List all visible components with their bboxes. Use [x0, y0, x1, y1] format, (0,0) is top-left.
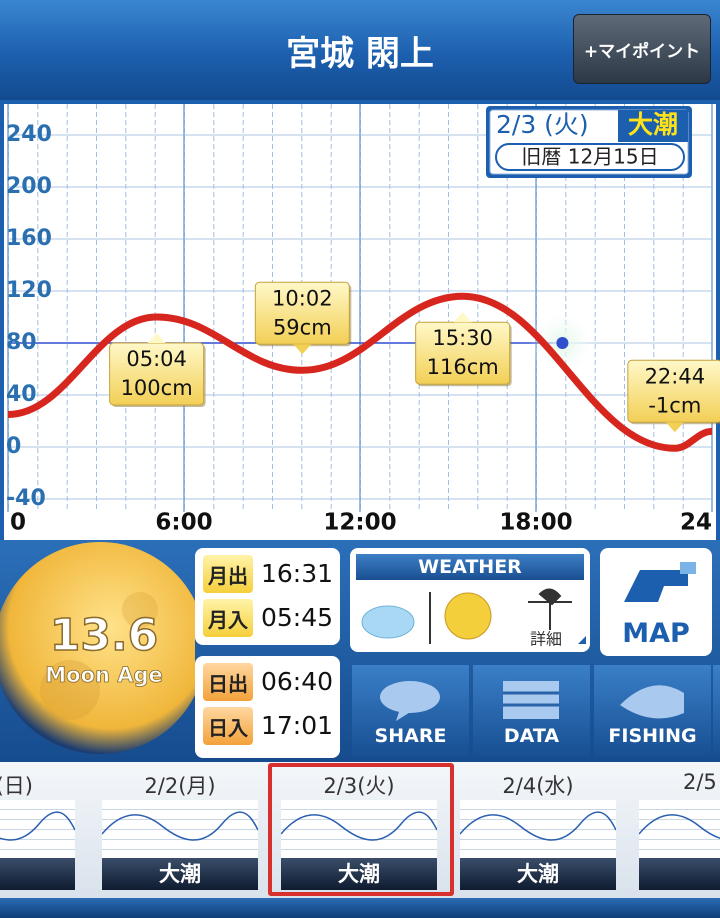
y-tick-label: 160: [6, 226, 52, 251]
extreme-callout: 10:02 59cm: [254, 281, 352, 355]
day-date: 2/5: [683, 770, 717, 794]
x-tick-label: 12:00: [323, 510, 396, 536]
day-tide: [639, 858, 720, 890]
weather-box[interactable]: WEATHER 詳細: [350, 548, 590, 652]
time-value: 06:40: [261, 667, 334, 696]
callout-time: 05:04: [126, 347, 187, 371]
day-wave: [281, 800, 437, 858]
callout-pointer: [453, 312, 472, 323]
day-wave: [639, 800, 720, 858]
wave-line: [102, 811, 258, 841]
weather-title: WEATHER: [356, 554, 584, 580]
sun-times: 日出 06:40 日入 17:01: [195, 656, 340, 758]
day-wave: [460, 800, 616, 858]
x-tick-label: 18:00: [499, 510, 572, 536]
time-label: 月出: [203, 555, 253, 593]
weather-icons: 詳細: [361, 588, 586, 649]
action-button[interactable]: DATA: [473, 665, 590, 757]
scroll-arrow: [713, 665, 720, 757]
day-date: 2/2(月): [144, 774, 216, 798]
day-card[interactable]: 2/4(水) 大潮: [460, 762, 616, 898]
day-tide: 大潮: [281, 858, 437, 890]
action-buttons: SHARE DATA FISHING: [352, 665, 720, 757]
y-tick-label: 240: [6, 122, 52, 147]
current-marker: [556, 337, 569, 349]
day-tide: 大潮: [460, 858, 616, 890]
callout-pointer: [665, 422, 684, 433]
time-label: 日入: [203, 707, 253, 745]
callout-time: 10:02: [272, 286, 333, 310]
button-label: DATA: [503, 725, 560, 747]
x-tick-label: 6:00: [155, 510, 212, 536]
moon-age: 13.6: [50, 610, 159, 661]
day-card[interactable]: (日) 潮: [0, 762, 75, 898]
callout-time: 22:44: [645, 364, 706, 388]
callout-height: 59cm: [273, 315, 332, 339]
button-icon: [503, 681, 559, 719]
map-button[interactable]: MAP: [600, 548, 712, 656]
wave-line: [281, 811, 437, 841]
callout-time: 15:30: [432, 326, 493, 350]
info-panel: 13.6 Moon Age 月出 16:31 月入 05:45 日出 06:40 日入 17…: [0, 540, 720, 762]
date-text: 2/3 (火): [496, 110, 589, 139]
callout-height: 100cm: [121, 376, 193, 400]
x-tick-label: 24: [680, 510, 712, 536]
day-tide: 大潮: [102, 858, 258, 890]
day-wave: [0, 800, 75, 858]
day-card[interactable]: 2/2(月) 大潮: [102, 762, 258, 898]
header: 宮城 閖上 +マイポイント: [0, 0, 720, 100]
day-tide: 潮: [0, 858, 75, 890]
callout-height: -1cm: [648, 393, 701, 417]
time-value: 16:31: [261, 559, 334, 588]
date-box: 2/3 (火) 大潮 旧暦 12月15日: [486, 106, 692, 178]
day-card[interactable]: 2/3(火) 大潮: [281, 762, 437, 898]
footer-bar: [0, 898, 720, 918]
y-tick-label: 120: [6, 278, 52, 303]
day-strip: (日) 潮 2/2(月) 大潮 2/3(火) 大潮 2/4(水) 大潮 2/5: [0, 762, 720, 898]
y-tick-label: 0: [6, 434, 21, 459]
button-label: FISHING: [608, 725, 697, 747]
button-icon: [620, 685, 684, 719]
wave-line: [0, 811, 75, 841]
action-button[interactable]: FISHING: [594, 665, 711, 757]
tide-type: 大潮: [628, 110, 678, 139]
wave-line: [639, 814, 720, 839]
moon-times: 月出 16:31 月入 05:45: [195, 548, 340, 645]
y-tick-label: 80: [6, 330, 37, 355]
day-wave: [102, 800, 258, 858]
time-value: 05:45: [261, 603, 334, 632]
time-label: 日出: [203, 663, 253, 701]
callout-pointer: [293, 344, 312, 355]
time-value: 17:01: [261, 711, 334, 740]
moon-image: 13.6 Moon Age: [0, 542, 195, 754]
day-date: 2/3(火): [323, 774, 395, 798]
map-label: MAP: [622, 618, 690, 649]
extreme-callout: 15:30 116cm: [415, 312, 512, 387]
action-button[interactable]: SHARE: [352, 665, 469, 757]
tide-curve: [8, 292, 712, 452]
day-card[interactable]: 2/5: [639, 762, 720, 898]
weather-detail: 詳細: [530, 630, 562, 649]
time-label: 月入: [203, 599, 253, 637]
extreme-callout: 22:44 -1cm: [627, 359, 720, 433]
day-date: 2/4(水): [502, 774, 574, 798]
y-tick-label: -40: [6, 486, 46, 511]
callout-height: 116cm: [427, 355, 499, 379]
moon-age-label: Moon Age: [45, 663, 163, 687]
callout-pointer: [147, 333, 166, 343]
extreme-callout: 05:04 100cm: [109, 333, 206, 407]
x-tick-label: 0: [10, 510, 26, 536]
button-label: SHARE: [374, 725, 447, 747]
location-title: 宮城 閖上: [286, 34, 434, 74]
y-tick-label: 200: [6, 174, 52, 199]
day-date: (日): [0, 774, 33, 798]
lunar-date: 旧暦 12月15日: [521, 145, 658, 169]
y-tick-label: 40: [6, 382, 37, 407]
my-point-button[interactable]: +マイポイント: [573, 14, 711, 84]
button-icon: [380, 681, 440, 721]
selected-day-frame: [268, 763, 454, 896]
wave-line: [460, 811, 616, 841]
